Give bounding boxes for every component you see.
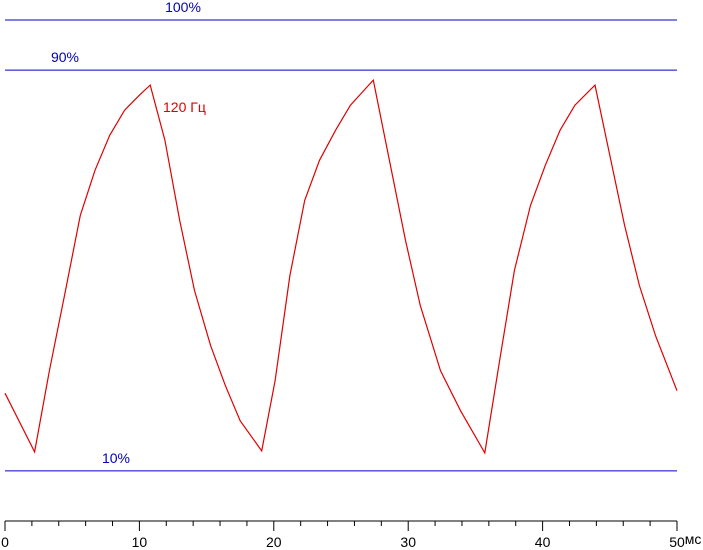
reference-label: 100% (165, 0, 201, 15)
reference-label: 10% (102, 450, 130, 466)
x-tick-label: 40 (535, 534, 551, 550)
reference-label: 90% (51, 49, 79, 65)
legend-label: 120 Гц (163, 99, 206, 115)
x-tick-label: 20 (266, 534, 282, 550)
x-axis-label: мс (685, 531, 702, 547)
x-tick-label: 50 (669, 534, 685, 550)
series-line (4, 78, 678, 455)
x-tick-label: 10 (132, 534, 148, 550)
x-tick-label: 0 (1, 534, 9, 550)
x-tick-label: 30 (400, 534, 416, 550)
